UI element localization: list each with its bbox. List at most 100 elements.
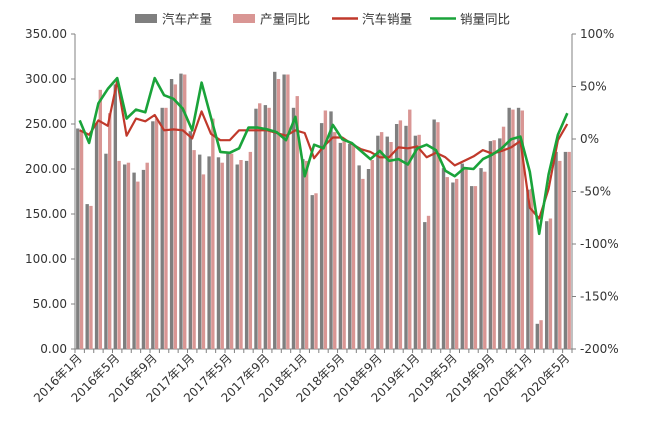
bar-production-yoy [229,153,234,349]
bar-production-yoy [333,132,337,349]
bar-production [563,151,568,349]
right-tick-label: -200% [580,342,619,356]
bar-production [113,84,118,350]
bar-production-yoy [483,171,487,349]
bar-production [104,153,108,349]
bar-production-yoy [398,120,403,350]
left-tick-label: 350.00 [25,27,67,41]
bar-production [273,71,277,350]
bar-production-yoy [248,151,253,349]
left-tick-label: 200.00 [25,162,67,176]
left-tick-label: 250.00 [25,117,67,131]
left-tick-label: 50.00 [33,297,67,311]
legend-label: 销量同比 [460,12,510,27]
bar-production-yoy [314,193,318,349]
bar-production-yoy [501,126,506,349]
bar-production-yoy [511,109,515,349]
legend-label: 汽车产量 [162,12,212,27]
bar-production-yoy [304,160,309,349]
bar-production-yoy [126,162,131,349]
bar-production [404,125,408,349]
bar-production [357,165,361,349]
bar-production [310,195,314,349]
bar-production-yoy [464,167,468,349]
bar-production [282,74,286,349]
bar-production [141,169,146,349]
bar-production-yoy [117,160,121,349]
bar-production [554,151,558,349]
bar-production-yoy [361,178,365,349]
bar-production-yoy [323,110,328,349]
bar-production-yoy [89,205,93,349]
right-tick-label: 100% [580,27,614,41]
bar-production-yoy [286,74,290,349]
bar-production-yoy [520,110,524,349]
bar-production [151,121,155,349]
bar-production [244,160,249,349]
bar-production-yoy [258,103,262,349]
bar-production [348,143,352,349]
bar-production [432,119,436,349]
bar-production-yoy [173,84,178,350]
bar-production [207,156,211,349]
bar-production [441,168,446,349]
bar-production [216,157,221,349]
bar-production-yoy [436,122,440,349]
left-tick-label: 300.00 [25,72,67,86]
bar-production-yoy [408,109,412,349]
right-tick-label: -50% [580,185,611,199]
bar-production [132,172,136,349]
bar-production [338,142,343,349]
bar-production-yoy [239,160,243,349]
bar-production [235,164,239,349]
bar-production-yoy [98,89,103,350]
bar-production-yoy [417,134,421,349]
bar-production [498,138,502,349]
bar-production-yoy [211,118,215,349]
bar-production [76,128,80,349]
bar-production-yoy [548,218,553,349]
bar-production-yoy [154,118,159,349]
bar-production-yoy [379,132,384,349]
bar-production [301,159,305,349]
legend-label: 汽车销量 [362,12,412,27]
bar-production-yoy [145,162,149,349]
bar-production-yoy [539,320,543,349]
bar-production-yoy [79,131,84,349]
bar-production [479,168,483,349]
bar-production [526,189,530,349]
bar-production-yoy [220,162,224,349]
bar-production [169,79,174,349]
bar-production [179,73,183,349]
bar-production-yoy [567,151,571,349]
bar-production-yoy [136,181,140,349]
bar-production [123,164,127,349]
bar-production [394,124,399,349]
bar-production-yoy [426,215,431,349]
right-tick-label: 0% [580,132,599,146]
bar-production [413,135,418,349]
bar-production [516,107,521,349]
bar-production-yoy [267,107,271,349]
bar-production [254,108,258,349]
bar-production [451,182,455,349]
bar-production-yoy [108,113,112,349]
bar-production-yoy [342,141,346,349]
bar-production [460,163,464,349]
bar-production-yoy [276,79,281,349]
bar-production [366,169,371,349]
bar-production [385,136,389,349]
bar-production-yoy [183,74,187,349]
bar-production [226,153,230,349]
bar-production-yoy [445,177,449,349]
bar-production-yoy [454,178,459,349]
bar-production-yoy [295,96,299,349]
bar-production-yoy [529,188,534,349]
bar-production-yoy [370,160,374,349]
bar-production [376,135,380,349]
bar-production-yoy [351,145,356,349]
bar-production [319,123,324,349]
bar-production [329,111,333,350]
